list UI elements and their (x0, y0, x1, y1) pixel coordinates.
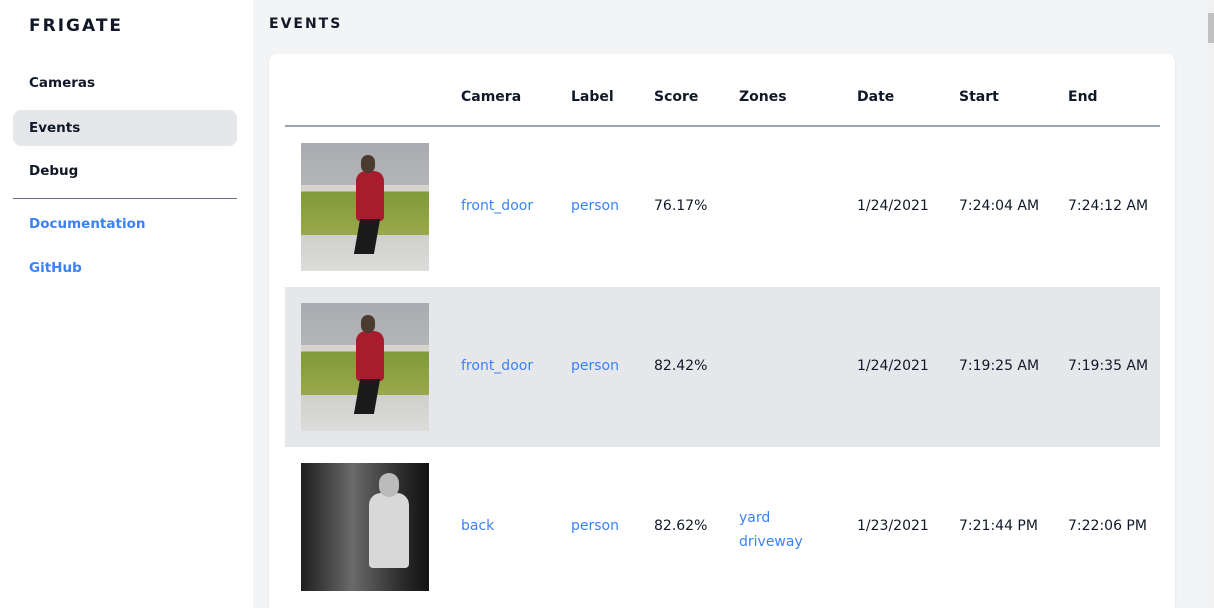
page-title: EVENTS (269, 16, 343, 32)
table-row[interactable]: front_door person 82.42% 1/24/2021 7:19:… (285, 287, 1160, 447)
event-thumbnail[interactable] (301, 143, 429, 271)
zone-link[interactable]: yard (739, 510, 771, 526)
label-link[interactable]: person (571, 198, 619, 214)
header-zones: Zones (739, 89, 787, 105)
scrollbar-thumb[interactable] (1208, 13, 1214, 43)
start-cell: 7:19:25 AM (959, 358, 1040, 374)
header-label: Label (571, 89, 614, 105)
date-cell: 1/24/2021 (857, 198, 929, 214)
zone-link[interactable]: driveway (739, 534, 803, 550)
sidebar-link-documentation[interactable]: Documentation (29, 216, 146, 232)
start-cell: 7:24:04 AM (959, 198, 1040, 214)
event-thumbnail[interactable] (301, 463, 429, 591)
sidebar-item-events[interactable]: Events (13, 110, 237, 146)
camera-link[interactable]: back (461, 518, 495, 534)
sidebar-item-debug[interactable]: Debug (29, 163, 79, 179)
table-header: Camera Label Score Zones Date Start End (285, 54, 1160, 127)
header-score: Score (654, 89, 699, 105)
zones-cell: yard driveway (739, 506, 803, 554)
end-cell: 7:24:12 AM (1068, 198, 1149, 214)
date-cell: 1/24/2021 (857, 358, 929, 374)
sidebar: FRIGATE Cameras Events Debug Documentati… (0, 0, 253, 608)
end-cell: 7:22:06 PM (1068, 518, 1147, 534)
date-cell: 1/23/2021 (857, 518, 929, 534)
header-start: Start (959, 89, 999, 105)
end-cell: 7:19:35 AM (1068, 358, 1149, 374)
score-cell: 82.62% (654, 518, 708, 534)
table-row[interactable]: back person 82.62% yard driveway 1/23/202… (285, 447, 1160, 607)
score-cell: 76.17% (654, 198, 708, 214)
sidebar-item-cameras[interactable]: Cameras (29, 75, 96, 91)
label-link[interactable]: person (571, 518, 619, 534)
header-date: Date (857, 89, 895, 105)
sidebar-divider (13, 198, 237, 199)
brand-logo[interactable]: FRIGATE (29, 16, 124, 36)
header-camera: Camera (461, 89, 522, 105)
header-end: End (1068, 89, 1098, 105)
events-table: Camera Label Score Zones Date Start End … (269, 54, 1175, 608)
scrollbar[interactable] (1208, 0, 1214, 608)
score-cell: 82.42% (654, 358, 708, 374)
event-thumbnail[interactable] (301, 303, 429, 431)
camera-link[interactable]: front_door (461, 198, 534, 214)
camera-link[interactable]: front_door (461, 358, 534, 374)
table-row[interactable]: front_door person 76.17% 1/24/2021 7:24:… (285, 127, 1160, 287)
sidebar-link-github[interactable]: GitHub (29, 260, 82, 276)
start-cell: 7:21:44 PM (959, 518, 1038, 534)
label-link[interactable]: person (571, 358, 619, 374)
